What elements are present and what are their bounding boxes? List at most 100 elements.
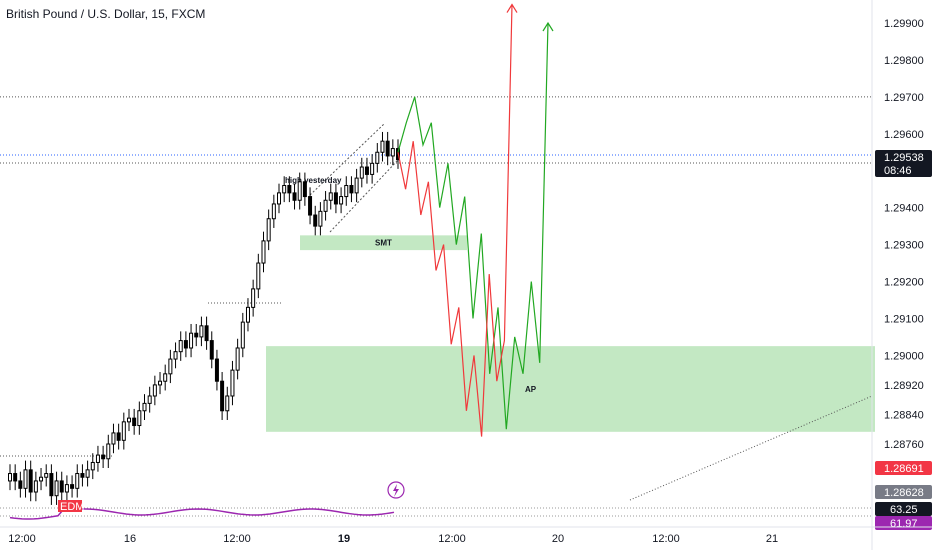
candle-body	[132, 417, 137, 427]
y-tick-label: 1.29200	[884, 277, 924, 289]
candle-body	[189, 332, 194, 349]
candle-body	[214, 358, 219, 382]
channel-line	[309, 123, 385, 196]
candle-body	[385, 140, 390, 157]
candle-body	[277, 192, 282, 205]
current-price-value: 1.29538	[884, 152, 924, 164]
candle-body	[121, 421, 126, 441]
y-tick-label: 1.29100	[884, 313, 924, 325]
candle-body	[111, 432, 116, 445]
candle-body	[116, 432, 121, 441]
edm-label: EDM	[60, 501, 84, 513]
candle-body	[339, 196, 344, 205]
y-tick-label: 1.29400	[884, 203, 924, 215]
level-lines-layer: high yesterday	[0, 96, 873, 501]
candle-body	[23, 469, 28, 489]
candle-body	[245, 306, 250, 323]
candle-body	[240, 321, 245, 349]
candle-body	[70, 484, 75, 489]
candle-body	[313, 214, 318, 227]
candle-body	[194, 332, 199, 338]
price-label-value: 1.28691	[884, 463, 924, 475]
candle-body	[44, 473, 49, 478]
candle-body	[282, 184, 287, 194]
candle-body	[375, 151, 380, 164]
price-label-badge	[875, 485, 932, 499]
x-tick-label: 20	[552, 533, 564, 545]
candle-body	[297, 181, 302, 201]
candle-body	[230, 369, 235, 397]
candle-body	[271, 203, 276, 220]
candle-body	[209, 340, 214, 360]
candle-body	[8, 473, 12, 482]
projection-layer	[397, 3, 554, 437]
candle-body	[370, 162, 375, 175]
price-label-value: 1.28628	[884, 487, 924, 499]
zone-label: AP	[525, 385, 537, 394]
candle-body	[106, 443, 111, 460]
price-label-badge	[875, 502, 932, 516]
edm-badge	[58, 500, 82, 512]
countdown-value: 08:46	[884, 165, 912, 177]
candle-body	[178, 340, 183, 353]
candle-body	[75, 473, 80, 489]
candle-body	[54, 480, 59, 497]
x-tick-label: 12:00	[438, 533, 466, 545]
candle-body	[59, 480, 64, 493]
candle-body	[147, 395, 152, 404]
price-axis[interactable]: 1.29900 1.29800 1.29700 1.29600 1.29400 1.293…	[871, 0, 932, 550]
candle-body	[28, 469, 33, 493]
candle-body	[152, 384, 157, 397]
candle-body	[168, 358, 173, 375]
candle-body	[49, 473, 54, 497]
candle-body	[344, 184, 349, 198]
price-label-badge	[875, 461, 932, 475]
candle-body	[235, 347, 240, 371]
candle-body	[333, 192, 338, 205]
y-tick-label: 1.29600	[884, 129, 924, 141]
candle-body	[18, 480, 23, 489]
candle-body	[39, 476, 44, 482]
y-tick-label: 1.29800	[884, 55, 924, 67]
y-tick-label: 1.29700	[884, 92, 924, 104]
candle-body	[292, 192, 297, 201]
candle-body	[173, 351, 178, 360]
y-tick-label: 1.29000	[884, 350, 924, 362]
candle-body	[266, 218, 271, 242]
candles-layer	[8, 131, 400, 505]
x-tick-label: 12:00	[223, 533, 251, 545]
candle-body	[126, 417, 131, 423]
x-tick-label: 19	[338, 533, 350, 545]
candle-body	[163, 373, 168, 382]
candle-body	[158, 380, 163, 386]
candle-body	[95, 454, 100, 463]
time-axis[interactable]: 12:00 16 12:00 19 12:00 20 12:00 21	[0, 526, 932, 545]
y-tick-label: 1.29300	[884, 240, 924, 252]
candle-body	[390, 148, 395, 157]
candle-body	[364, 166, 369, 175]
candle-body	[13, 473, 18, 482]
candle-body	[204, 325, 209, 342]
candle-body	[261, 240, 266, 264]
channel-line	[329, 159, 399, 233]
candle-body	[380, 140, 385, 153]
candle-body	[359, 166, 364, 179]
y-tick-label: 1.29900	[884, 18, 924, 30]
candle-body	[220, 380, 225, 412]
candle-body	[302, 181, 307, 198]
projection-red-arrow	[506, 3, 518, 13]
candle-body	[349, 184, 354, 194]
zone-smt	[300, 235, 467, 251]
candle-body	[33, 480, 38, 493]
candle-body	[64, 484, 69, 493]
candle-body	[80, 473, 85, 478]
zone-ap	[266, 346, 875, 432]
x-tick-label: 12:00	[8, 533, 36, 545]
zones-layer: SMT AP	[266, 235, 875, 432]
candle-body	[318, 210, 323, 227]
projection-green	[397, 22, 549, 430]
zone-label: SMT	[375, 239, 392, 248]
current-price-badge	[875, 150, 932, 177]
lightning-icon-glyph	[393, 484, 399, 497]
